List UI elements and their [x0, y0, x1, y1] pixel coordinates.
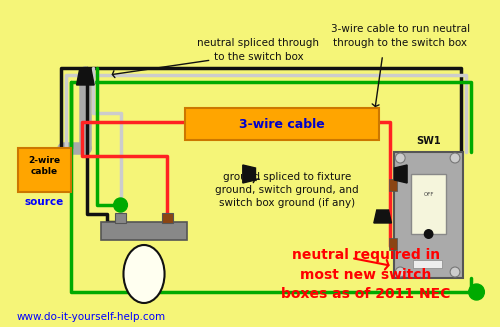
- Bar: [162, 213, 173, 223]
- Bar: [411, 174, 446, 234]
- Bar: [413, 260, 442, 268]
- Polygon shape: [374, 210, 392, 223]
- Circle shape: [450, 267, 460, 277]
- Circle shape: [468, 284, 484, 300]
- Text: 3-wire cable: 3-wire cable: [239, 117, 325, 130]
- Text: ground spliced to fixture
ground, switch ground, and
switch box ground (if any): ground spliced to fixture ground, switch…: [215, 172, 358, 208]
- Text: source: source: [24, 197, 64, 207]
- Text: 3-wire cable to run neutral
through to the switch box: 3-wire cable to run neutral through to t…: [330, 25, 470, 48]
- Bar: [101, 222, 187, 240]
- Polygon shape: [394, 165, 407, 183]
- FancyBboxPatch shape: [185, 108, 378, 140]
- FancyBboxPatch shape: [18, 148, 70, 192]
- Circle shape: [396, 153, 405, 163]
- Text: SW1: SW1: [416, 136, 441, 146]
- Text: neutral required in
most new switch
boxes as of 2011 NEC: neutral required in most new switch boxe…: [282, 249, 450, 301]
- Bar: [390, 179, 398, 191]
- Bar: [390, 238, 398, 250]
- Text: 2-wire
cable: 2-wire cable: [28, 156, 60, 176]
- Text: www.do-it-yourself-help.com: www.do-it-yourself-help.com: [16, 312, 166, 322]
- FancyBboxPatch shape: [394, 152, 463, 278]
- Text: neutral spliced through
to the switch box: neutral spliced through to the switch bo…: [198, 38, 320, 61]
- Text: OFF: OFF: [424, 192, 434, 197]
- Circle shape: [450, 153, 460, 163]
- Circle shape: [424, 229, 434, 239]
- Bar: [114, 213, 126, 223]
- Ellipse shape: [124, 245, 164, 303]
- Circle shape: [396, 267, 405, 277]
- Polygon shape: [243, 165, 256, 183]
- Polygon shape: [76, 70, 94, 85]
- Circle shape: [114, 198, 128, 212]
